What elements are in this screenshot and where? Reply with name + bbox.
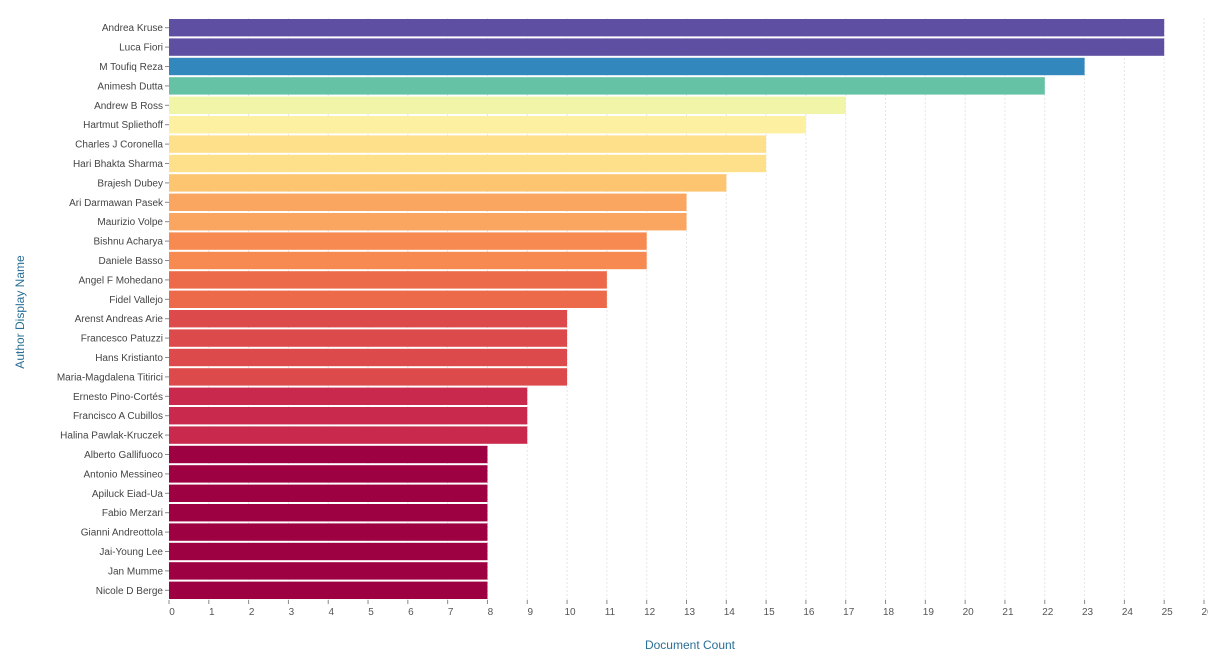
bar: [169, 193, 687, 211]
bar: [169, 523, 488, 541]
bar: [169, 135, 767, 153]
category-label: Bishnu Acharya: [94, 237, 164, 248]
category-label: Brajesh Dubey: [97, 178, 163, 189]
y-axis-title: Author Display Name: [13, 255, 27, 369]
x-tick-label: 18: [883, 607, 895, 618]
x-tick-label: 12: [644, 607, 656, 618]
category-label: Ari Darmawan Pasek: [69, 198, 164, 209]
bar: [169, 232, 647, 250]
x-tick-label: 11: [605, 607, 616, 618]
category-label: Jai-Young Lee: [99, 547, 163, 558]
grid-lines: [208, 18, 1205, 600]
category-label: Animesh Dutta: [97, 81, 163, 92]
category-label: Angel F Mohedano: [78, 275, 163, 286]
x-tick-label: 0: [169, 607, 175, 618]
bar: [169, 581, 488, 599]
bar: [169, 426, 528, 444]
category-label: Charles J Coronella: [75, 140, 163, 151]
category-label: Hari Bhakta Sharma: [73, 159, 163, 170]
x-tick-label: 26: [1201, 607, 1208, 618]
bar: [169, 329, 568, 347]
bar: [169, 290, 607, 308]
x-tick-label: 23: [1082, 607, 1094, 618]
x-axis-title: Document Count: [645, 638, 736, 650]
x-tick-label: 10: [565, 607, 577, 618]
x-tick-label: 17: [843, 607, 855, 618]
x-tick-label: 1: [209, 607, 215, 618]
x-tick-label: 5: [368, 607, 374, 618]
category-label: Arenst Andreas Arie: [75, 314, 164, 325]
bar: [169, 271, 607, 289]
x-tick-label: 9: [527, 607, 533, 618]
bar: [169, 38, 1165, 56]
bar: [169, 174, 727, 192]
category-label: M Toufiq Reza: [99, 62, 163, 73]
x-tick-label: 13: [684, 607, 696, 618]
category-label: Andrea Kruse: [102, 23, 164, 34]
category-label: Luca Fiori: [119, 43, 163, 54]
bar: [169, 348, 568, 367]
category-label: Fabio Merzari: [102, 508, 163, 519]
category-label: Hartmut Spliethoff: [83, 120, 163, 131]
x-tick-label: 24: [1122, 607, 1134, 618]
category-label: Fidel Vallejo: [109, 295, 163, 306]
x-tick-label: 15: [764, 607, 776, 618]
category-label: Gianni Andreottola: [81, 528, 164, 539]
bar: [169, 484, 488, 502]
bar: [169, 445, 488, 464]
bar: [169, 368, 568, 386]
category-label: Andrew B Ross: [94, 101, 163, 112]
x-tick-label: 7: [448, 607, 454, 618]
x-tick-label: 16: [803, 607, 815, 618]
x-tick-label: 8: [488, 607, 494, 618]
x-tick-label: 6: [408, 607, 414, 618]
x-tick-label: 4: [328, 607, 334, 618]
category-label: Alberto Gallifuoco: [84, 450, 163, 461]
bar: [169, 407, 528, 425]
category-label: Maurizio Volpe: [97, 217, 163, 228]
bar: [169, 57, 1085, 76]
x-tick-label: 2: [249, 607, 255, 618]
x-tick-label: 25: [1162, 607, 1174, 618]
bar: [169, 96, 846, 114]
category-label: Jan Mumme: [108, 566, 163, 577]
x-tick-label: 19: [923, 607, 935, 618]
category-label: Maria-Magdalena Titirici: [57, 372, 163, 383]
category-label: Apiluck Eiad-Ua: [92, 489, 164, 500]
category-label: Nicole D Berge: [96, 586, 164, 597]
bar: [169, 387, 528, 405]
category-label: Hans Kristianto: [95, 353, 163, 364]
x-tick-label: 20: [963, 607, 975, 618]
bar: [169, 251, 647, 270]
category-label: Halina Pawlak-Kruczek: [60, 431, 164, 442]
x-tick-label: 21: [1002, 607, 1014, 618]
category-label: Daniele Basso: [99, 256, 164, 267]
bar: [169, 213, 687, 231]
bar: [169, 542, 488, 561]
x-axis-ticks: 0 1 2 3 4 5 6 7 8 9 10 11 12 13 14 15 16 17 18 19 20 21 22 23 24…: [168, 600, 1208, 618]
x-tick-label: 22: [1042, 607, 1054, 618]
bars: [169, 19, 1165, 599]
bar: [169, 116, 806, 134]
bar: [169, 562, 488, 580]
x-tick-label: 14: [724, 607, 736, 618]
bar: [169, 154, 767, 173]
bar: [169, 19, 1165, 37]
category-labels: Andrea Kruse Luca Fiori M Toufiq Reza Anime…: [57, 23, 169, 597]
bar: [169, 465, 488, 483]
x-tick-label: 3: [289, 607, 295, 618]
category-label: Francesco Patuzzi: [81, 334, 163, 345]
category-label: Francisco A Cubillos: [73, 411, 163, 422]
bar: [169, 504, 488, 522]
bar: [169, 77, 1045, 95]
bar: [169, 310, 568, 328]
category-label: Ernesto Pino-Cortés: [73, 392, 163, 403]
category-label: Antonio Messineo: [84, 469, 164, 480]
